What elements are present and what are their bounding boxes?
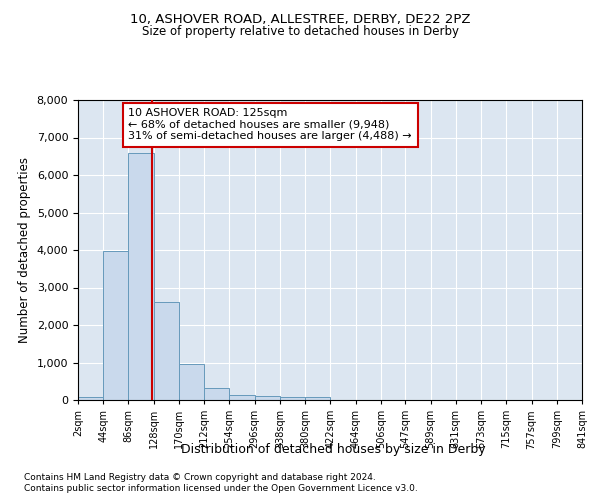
Bar [154, 302, 179, 400]
Bar [254, 396, 280, 400]
Bar [103, 251, 128, 400]
Bar [280, 396, 305, 400]
Bar [229, 395, 254, 400]
Text: Contains public sector information licensed under the Open Government Licence v3: Contains public sector information licen… [24, 484, 418, 493]
Y-axis label: Number of detached properties: Number of detached properties [18, 157, 31, 343]
Bar [305, 397, 331, 400]
Bar [128, 153, 154, 400]
Text: 10 ASHOVER ROAD: 125sqm
← 68% of detached houses are smaller (9,948)
31% of semi: 10 ASHOVER ROAD: 125sqm ← 68% of detache… [128, 108, 412, 142]
Bar [78, 397, 103, 400]
Text: Size of property relative to detached houses in Derby: Size of property relative to detached ho… [142, 25, 458, 38]
Text: Contains HM Land Registry data © Crown copyright and database right 2024.: Contains HM Land Registry data © Crown c… [24, 472, 376, 482]
Text: 10, ASHOVER ROAD, ALLESTREE, DERBY, DE22 2PZ: 10, ASHOVER ROAD, ALLESTREE, DERBY, DE22… [130, 12, 470, 26]
Text: Distribution of detached houses by size in Derby: Distribution of detached houses by size … [181, 442, 485, 456]
Bar [179, 364, 204, 400]
Bar [204, 388, 229, 400]
